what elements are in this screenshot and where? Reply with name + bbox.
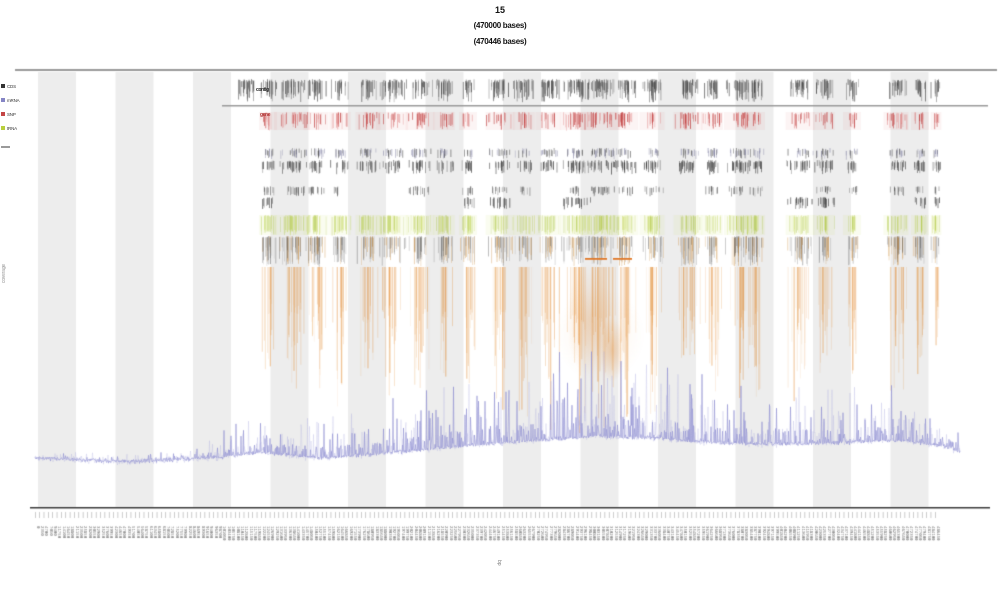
legend-swatch xyxy=(1,84,5,88)
chart-subtitle-1: (470000 bases) xyxy=(473,21,527,30)
legend-item: mRNA xyxy=(1,93,20,107)
legend-item: tRNA xyxy=(1,121,19,135)
legend-swatch xyxy=(1,126,5,130)
y-axis-label: coverage xyxy=(1,264,7,283)
red-track-label: gene xyxy=(260,112,271,118)
legend-item: CDS xyxy=(1,79,19,93)
legend-item-label: CDS xyxy=(7,83,16,89)
legend-item xyxy=(1,140,19,154)
legend: CDS mRNA SNP tRNA xyxy=(1,79,20,154)
chart-subtitle-2: (470446 bases) xyxy=(473,37,527,46)
legend-item-label: SNP xyxy=(7,111,16,117)
legend-swatch xyxy=(1,98,5,102)
legend-item: SNP xyxy=(1,107,19,121)
chart-title-block: 15 (470000 bases) (470446 bases) xyxy=(0,6,1000,54)
legend-item-label: mRNA xyxy=(7,97,20,103)
legend-swatch xyxy=(1,112,5,116)
legend-item-label: tRNA xyxy=(7,125,17,131)
chart-title: 15 xyxy=(494,5,505,15)
x-axis-label: bp xyxy=(496,560,502,566)
ruler-track-label: contig xyxy=(256,87,269,93)
legend-dash-marker xyxy=(1,146,10,148)
